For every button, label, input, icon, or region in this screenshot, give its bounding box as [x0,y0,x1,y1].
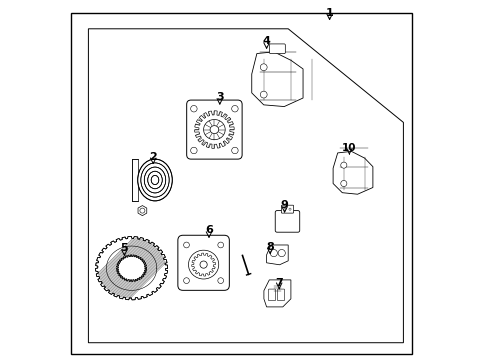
Polygon shape [192,253,216,276]
Polygon shape [195,111,234,148]
Text: 6: 6 [205,225,213,235]
Circle shape [341,162,347,168]
Polygon shape [138,206,147,216]
FancyBboxPatch shape [277,289,285,301]
FancyBboxPatch shape [187,100,242,159]
Circle shape [191,147,197,154]
Circle shape [341,180,347,186]
Circle shape [260,64,267,71]
Polygon shape [96,237,168,300]
Polygon shape [333,151,373,194]
Text: 10: 10 [342,143,357,153]
FancyBboxPatch shape [275,211,300,232]
Text: 2: 2 [149,152,157,162]
Circle shape [140,208,145,213]
Ellipse shape [204,120,225,140]
Circle shape [284,208,286,210]
FancyBboxPatch shape [281,205,294,213]
Circle shape [278,249,285,257]
Circle shape [218,278,223,284]
Circle shape [218,242,223,248]
Circle shape [191,105,197,112]
Text: 5: 5 [121,243,128,253]
Circle shape [289,208,291,210]
Circle shape [270,249,277,257]
FancyBboxPatch shape [270,44,285,54]
FancyBboxPatch shape [269,289,275,301]
Circle shape [200,261,207,268]
Ellipse shape [138,159,172,201]
Circle shape [184,278,189,284]
Text: 1: 1 [326,8,334,18]
Polygon shape [252,52,303,107]
FancyBboxPatch shape [132,159,138,201]
Polygon shape [117,255,147,282]
Circle shape [184,242,189,248]
Circle shape [232,147,238,154]
Circle shape [260,91,267,98]
Circle shape [232,105,238,112]
Text: 7: 7 [275,278,283,288]
Text: 8: 8 [267,242,274,252]
Text: 3: 3 [216,92,223,102]
Text: 4: 4 [263,36,270,46]
Ellipse shape [210,126,219,134]
Ellipse shape [189,250,219,279]
Text: 9: 9 [281,200,289,210]
FancyBboxPatch shape [178,235,229,290]
Polygon shape [264,280,291,307]
Polygon shape [267,245,288,265]
